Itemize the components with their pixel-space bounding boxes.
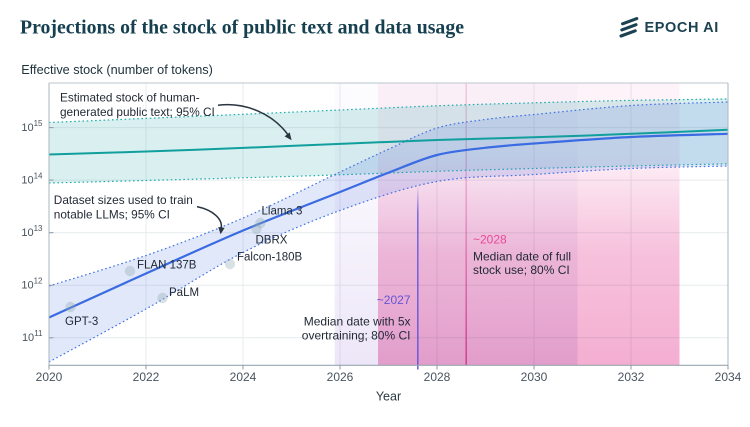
svg-text:~2027: ~2027 <box>377 293 411 307</box>
svg-text:2026: 2026 <box>327 370 354 384</box>
svg-text:Effective stock (number of tok: Effective stock (number of tokens) <box>21 63 213 77</box>
svg-text:EPOCH AI: EPOCH AI <box>645 20 719 36</box>
svg-text:PaLM: PaLM <box>169 287 199 299</box>
svg-text:2020: 2020 <box>36 370 63 384</box>
svg-text:GPT-3: GPT-3 <box>65 316 98 328</box>
svg-text:Estimated stock of human-: Estimated stock of human- <box>60 91 200 105</box>
svg-text:2032: 2032 <box>618 370 645 384</box>
svg-text:Falcon-180B: Falcon-180B <box>237 252 303 264</box>
svg-text:2028: 2028 <box>424 370 451 384</box>
svg-text:~2028: ~2028 <box>473 233 507 247</box>
svg-text:DBRX: DBRX <box>256 235 288 247</box>
svg-text:Llama 3: Llama 3 <box>262 206 303 218</box>
svg-text:stock use; 80% CI: stock use; 80% CI <box>473 263 570 277</box>
svg-text:Median date of full: Median date of full <box>473 250 571 264</box>
svg-text:notable LLMs; 95% CI: notable LLMs; 95% CI <box>54 208 170 222</box>
svg-text:FLAN 137B: FLAN 137B <box>137 260 197 272</box>
svg-text:generated public text; 95% CI: generated public text; 95% CI <box>60 105 215 119</box>
svg-text:2024: 2024 <box>230 370 257 384</box>
svg-text:2030: 2030 <box>521 370 548 384</box>
svg-text:2022: 2022 <box>133 370 160 384</box>
svg-text:Dataset sizes used to train: Dataset sizes used to train <box>54 193 193 207</box>
svg-text:overtraining; 80% CI: overtraining; 80% CI <box>302 329 411 343</box>
svg-text:Median date with 5x: Median date with 5x <box>304 315 411 329</box>
svg-text:Year: Year <box>376 389 401 403</box>
svg-text:2034: 2034 <box>715 370 742 384</box>
svg-text:Projections of the stock of pu: Projections of the stock of public text … <box>20 17 464 39</box>
